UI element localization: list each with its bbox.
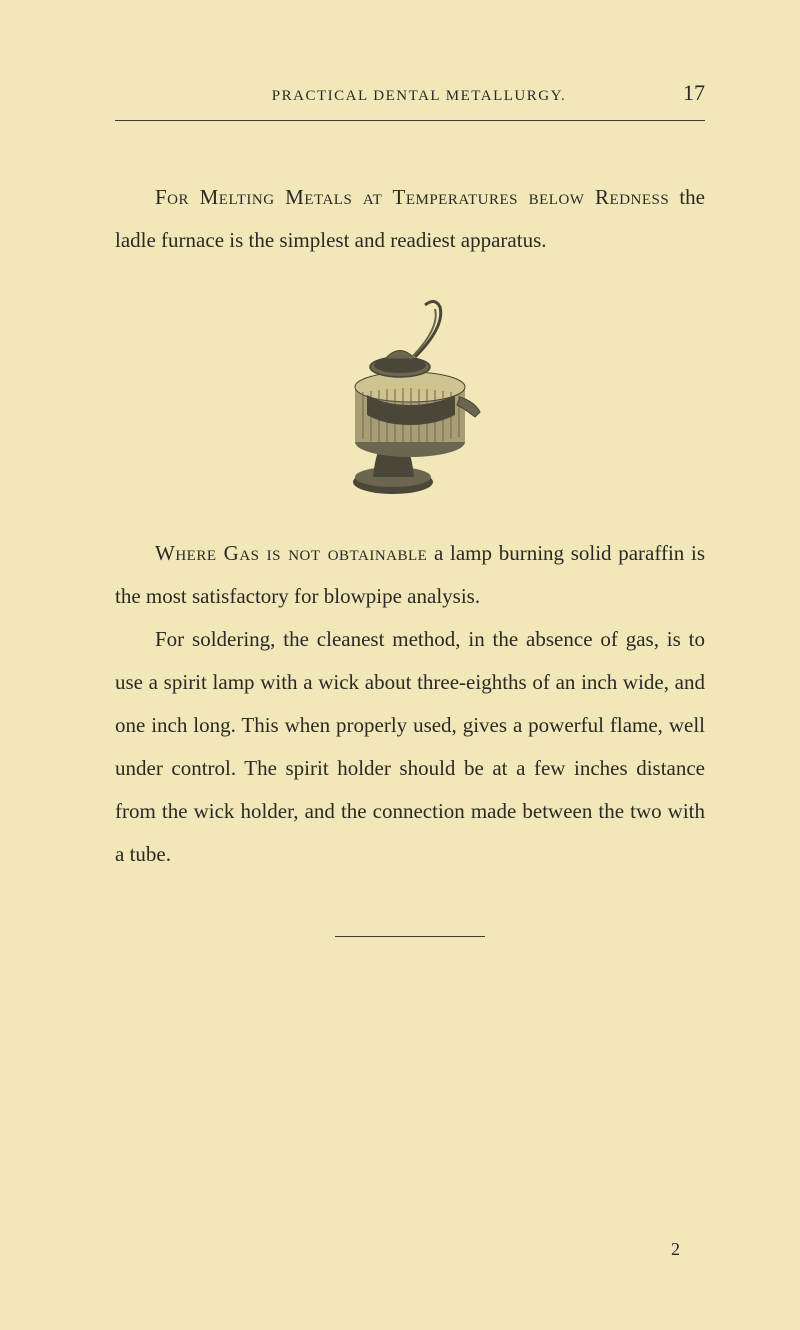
page-header: PRACTICAL DENTAL METALLURGY. 17 bbox=[115, 80, 705, 106]
book-page: PRACTICAL DENTAL METALLURGY. 17 For Melt… bbox=[0, 0, 800, 1330]
ladle-furnace-illustration bbox=[115, 287, 705, 497]
paragraph-3: For soldering, the cleanest method, in t… bbox=[115, 618, 705, 876]
paragraph-1: For Melting Metals at Temperatures below… bbox=[115, 176, 705, 262]
page-number: 17 bbox=[683, 80, 705, 106]
paragraph-2: Where Gas is not obtainable a lamp burni… bbox=[115, 532, 705, 618]
header-rule bbox=[115, 120, 705, 121]
running-head: PRACTICAL DENTAL METALLURGY. bbox=[155, 88, 683, 105]
signature-mark: 2 bbox=[671, 1239, 680, 1260]
furnace-engraving-icon bbox=[315, 287, 505, 497]
para2-smallcaps: Where Gas is not obtainable bbox=[155, 541, 427, 565]
footer-rule bbox=[335, 936, 485, 937]
para1-smallcaps: For Melting Metals at Temperatures below… bbox=[155, 185, 669, 209]
